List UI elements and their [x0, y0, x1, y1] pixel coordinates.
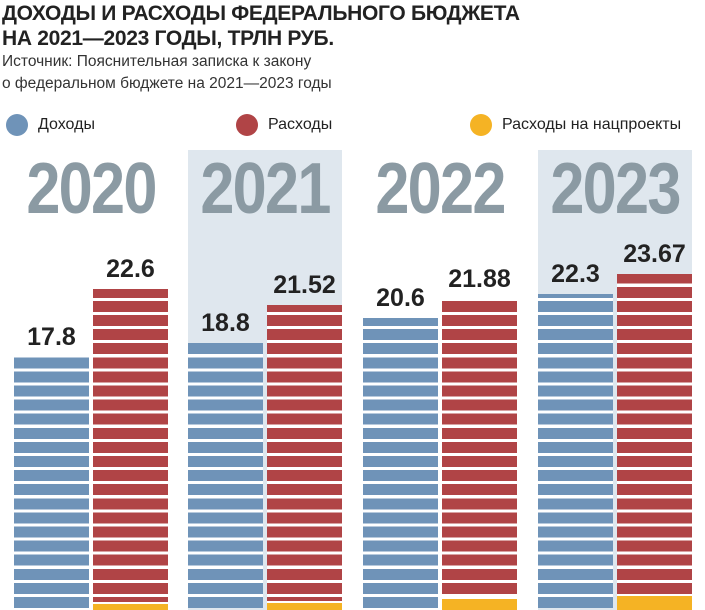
legend-item-income: Доходы — [6, 114, 95, 136]
year-label-2021: 2021 — [200, 149, 331, 229]
legend-label: Расходы — [268, 116, 333, 133]
year-label-2022: 2022 — [375, 149, 506, 229]
bar-expenses-2020 — [93, 289, 168, 608]
legend-swatch-income — [6, 114, 28, 136]
bar-natprojects-fill-2022 — [442, 598, 517, 610]
bar-natprojects-fill-2021 — [267, 602, 342, 610]
bar-natprojects-fill-2023 — [617, 595, 692, 610]
bar-income-2023 — [538, 293, 613, 608]
bar-natprojects-fill-2020 — [93, 604, 168, 610]
legend-swatch-expenses — [236, 114, 258, 136]
value-label-income-2021: 18.8 — [201, 308, 250, 337]
bar-income-2021 — [188, 342, 263, 608]
legend-swatch-natprojects — [470, 114, 492, 136]
legend-label: Расходы на нацпроекты — [502, 116, 682, 133]
year-label-2023: 2023 — [550, 149, 681, 229]
legend-item-natprojects: Расходы на нацпроекты — [470, 114, 681, 136]
year-label-2020: 2020 — [26, 149, 157, 229]
bar-expenses-2022 — [442, 299, 517, 608]
bar-expenses-2021 — [267, 304, 342, 608]
chart-title-line2: НА 2021—2023 ГОДЫ, ТРЛН РУБ. — [2, 27, 334, 50]
bar-income-2020 — [14, 357, 89, 608]
legend-item-expenses: Расходы — [236, 114, 332, 136]
value-label-expenses-2021: 21.52 — [273, 270, 336, 299]
bar-expenses-2023 — [617, 274, 692, 608]
legend-label: Доходы — [38, 116, 95, 133]
value-label-income-2022: 20.6 — [376, 283, 425, 312]
value-label-expenses-2023: 23.67 — [623, 240, 686, 269]
value-label-income-2023: 22.3 — [551, 259, 600, 288]
value-label-expenses-2022: 21.88 — [448, 265, 511, 294]
value-label-expenses-2020: 22.6 — [106, 255, 155, 284]
bar-income-2022 — [363, 317, 438, 608]
value-label-income-2020: 17.8 — [27, 323, 76, 352]
source-line1: Источник: Пояснительная записка к закону — [2, 53, 312, 70]
chart-title-line1: ДОХОДЫ И РАСХОДЫ ФЕДЕРАЛЬНОГО БЮДЖЕТА — [2, 2, 520, 25]
source-line2: о федеральном бюджете на 2021—2023 годы — [2, 75, 332, 92]
